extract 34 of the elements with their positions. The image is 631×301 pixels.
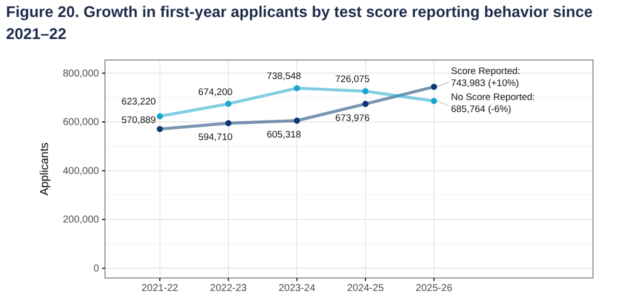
point <box>362 88 369 94</box>
point <box>430 84 438 90</box>
y-tick-label: 200,000 <box>62 214 100 226</box>
y-axis-title: Applicants <box>39 142 51 196</box>
chart-title: Figure 20. Growth in first-year applicants by test score reporting behavior since 2021–22 <box>6 4 593 43</box>
y-tick-label: 0 <box>93 263 100 274</box>
point <box>430 98 438 104</box>
point <box>362 100 369 107</box>
y-tick-label: 600,000 <box>62 117 100 128</box>
y-tick-label: 800,000 <box>62 68 100 80</box>
point <box>225 120 232 126</box>
x-tick-label: 2022-23 <box>210 283 248 294</box>
data-label: 623,220 <box>121 96 156 108</box>
data-label: 738,548 <box>266 71 302 82</box>
data-label: 673,976 <box>335 112 370 124</box>
point <box>225 100 232 107</box>
point <box>294 118 300 124</box>
data-label: 570,889 <box>121 115 156 126</box>
point <box>294 85 300 92</box>
x-tick-label: 2021-22 <box>141 283 179 294</box>
x-tick-label: 2023-24 <box>278 283 316 294</box>
x-tick-label: 2024-25 <box>347 283 384 294</box>
y-tick-label: 400,000 <box>62 166 100 177</box>
data-label: 743,983 (+10%) <box>450 78 519 89</box>
data-label: 726,075 <box>335 74 370 86</box>
data-label: 674,200 <box>198 86 233 98</box>
data-label: 605,318 <box>266 130 302 141</box>
series-label: No Score Reported: <box>450 92 535 104</box>
series-label: Score Reported: <box>450 66 520 77</box>
point <box>156 113 163 120</box>
data-label: 685,764 (-6%) <box>450 104 512 116</box>
data-label: 594,710 <box>198 132 233 144</box>
point <box>156 126 163 132</box>
x-tick-label: 2025-26 <box>416 283 453 294</box>
